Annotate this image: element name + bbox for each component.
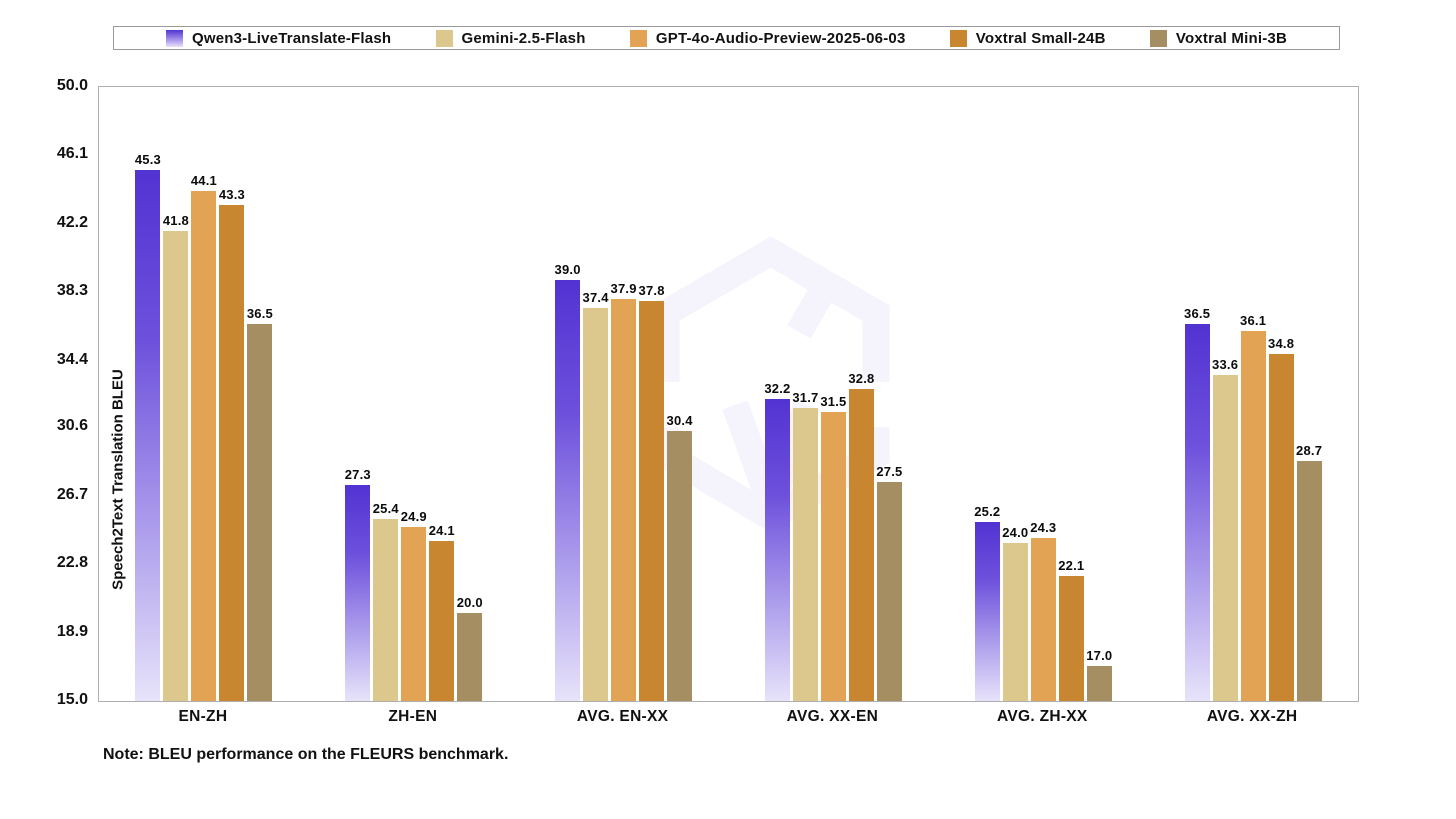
legend-item: Gemini-2.5-Flash [435,29,586,47]
x-category-label: AVG. XX-ZH [1206,708,1298,725]
legend-label: Qwen3-LiveTranslate-Flash [192,29,392,47]
y-tick-label: 22.8 [56,554,88,572]
legend-swatch [166,29,183,47]
x-category-label: ZH-EN [388,708,438,725]
bar-value-label: 36.5 [1184,305,1211,321]
bar-value-label: 45.3 [134,151,161,167]
bar [219,204,245,701]
bar [1240,330,1266,701]
bar-value-label: 24.0 [1002,525,1029,541]
plot-area: Speech2Text Translation BLEU 45.3 41.8 44.… [98,86,1359,702]
bar-value-label: 25.2 [974,504,1001,520]
bar [792,408,818,701]
y-tick-label: 34.4 [56,350,88,368]
bar [191,190,217,701]
bar-value-label: 22.1 [1058,558,1085,574]
bar-value-label: 36.5 [246,305,273,321]
bar [1058,576,1084,701]
bar-value-label: 31.5 [820,393,847,409]
y-tick-label: 30.6 [56,417,88,435]
bar-value-label: 24.1 [428,523,455,539]
legend-item: GPT-4o-Audio-Preview-2025-06-03 [629,29,906,47]
y-tick-label: 15.0 [56,691,88,708]
bar [429,541,455,701]
y-tick-label: 46.1 [56,145,88,163]
bar [457,613,483,701]
bar [345,485,371,701]
bar [1296,460,1322,701]
bar-value-label: 31.7 [792,390,819,405]
x-category-label: AVG. ZH-XX [997,708,1088,725]
legend-item: Voxtral Mini-3B [1149,29,1287,47]
legend-swatch [435,29,453,47]
bar [848,388,874,701]
legend-label: Gemini-2.5-Flash [461,29,586,47]
legend-swatch [1149,29,1167,47]
bar [764,399,790,701]
bar [163,230,189,701]
bar [974,522,1000,701]
bar-value-label: 32.8 [848,370,875,386]
bar-value-label: 37.8 [638,283,665,298]
bar [1184,323,1210,701]
y-axis-ticks: 50.0 46.1 42.2 38.3 34.4 30.6 26.7 22.8 18.9 15.0 [0,77,88,708]
bar-value-label: 41.8 [162,212,189,228]
bar-value-label: 44.1 [190,172,217,188]
bar-value-label: 20.0 [456,595,483,611]
legend-item: Voxtral Small-24B [949,29,1106,47]
bar [667,430,693,701]
footnote: Note: BLEU performance on the FLEURS ben… [103,746,509,763]
y-tick-label: 38.3 [56,282,88,300]
legend-label: GPT-4o-Audio-Preview-2025-06-03 [655,29,906,47]
bar [1268,353,1294,701]
legend: Qwen3-LiveTranslate-Flash Gemini-2.5-Flas… [113,26,1340,50]
y-axis-title: Speech2Text Translation BLEU [109,369,127,590]
bar [583,308,609,701]
legend-label: Voxtral Mini-3B [1175,29,1287,47]
bar-value-label: 27.5 [876,463,903,479]
bar-value-label: 34.8 [1268,335,1295,351]
bar-value-label: 28.7 [1296,442,1323,458]
bar-value-label: 32.2 [764,381,791,397]
legend-swatch [949,29,967,47]
bar-value-label: 24.9 [400,509,427,525]
bar [373,518,399,701]
bar [611,299,637,701]
bar-value-label: 17.0 [1086,647,1113,663]
bar-value-label: 43.3 [218,186,245,202]
bar-value-label: 25.4 [372,500,399,516]
bar-value-label: 39.0 [554,262,581,277]
x-category-label: EN-ZH [178,708,228,725]
y-tick-label: 26.7 [56,485,88,503]
bar-value-label: 37.4 [582,290,609,305]
x-category-label: AVG. EN-XX [576,708,669,725]
x-axis-labels: EN-ZH ZH-EN AVG. EN-XX AVG. XX-EN AVG. ZH-XX… [98,708,1357,732]
x-category-label: AVG. XX-EN [786,708,879,725]
bar-value-label: 33.6 [1212,356,1239,372]
legend-item: Qwen3-LiveTranslate-Flash [166,29,392,47]
bar [1086,665,1112,701]
bar [1212,374,1238,701]
bar-value-label: 37.9 [610,281,637,297]
bar-value-label: 36.1 [1240,312,1267,328]
y-tick-label: 18.9 [56,622,88,640]
bar-value-label: 27.3 [344,467,371,483]
bar [639,301,665,701]
bar [876,481,902,701]
bar [135,169,161,701]
bar-value-label: 30.4 [666,412,693,428]
bar [1002,543,1028,701]
bar [247,323,273,701]
bar [401,527,427,701]
legend-label: Voxtral Small-24B [975,29,1106,47]
legend-swatch [629,29,647,47]
bar [1030,537,1056,701]
y-tick-label: 42.2 [56,213,88,231]
bar [820,411,846,701]
bar-value-label: 24.3 [1030,519,1057,535]
bar [555,280,581,701]
y-tick-label: 50.0 [56,77,88,94]
